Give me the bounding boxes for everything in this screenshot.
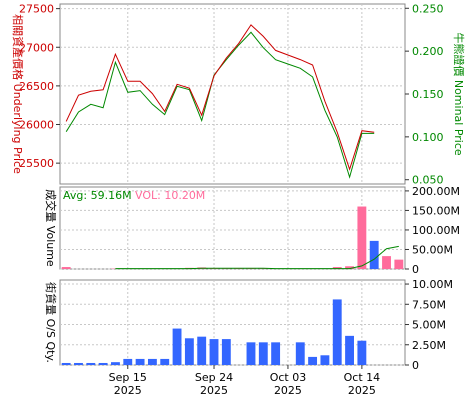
os-bar (184, 338, 194, 365)
os-bar (147, 358, 157, 365)
os-ytick: 10.00M (412, 278, 453, 291)
price-ytick-right: 0.150 (412, 88, 444, 101)
os-bar (197, 336, 207, 365)
price-ytick-left: 26000 (19, 119, 54, 132)
os-bar (246, 342, 256, 365)
volume-ylabel: 成交量 Volume (44, 189, 58, 267)
underlying-price-line (65, 24, 375, 171)
volume-legend-vol: VOL: 10.20M (135, 189, 205, 202)
price-ytick-left: 25500 (19, 157, 54, 170)
os-bar (320, 355, 330, 365)
price-ytick-right: 0.050 (412, 174, 444, 187)
os-bar (111, 362, 120, 365)
os-bar (357, 340, 367, 365)
os-bar (209, 339, 219, 365)
volume-ytick: 100.00M (412, 224, 460, 237)
os-ytick: 5.00M (412, 319, 446, 332)
xtick-label: Oct 03 (270, 371, 307, 384)
volume-ytick: 50.00M (412, 243, 453, 256)
os-bar (160, 358, 170, 365)
os-bar (258, 342, 268, 365)
os-bar (295, 342, 305, 365)
xtick-label: Oct 14 (344, 371, 381, 384)
volume-bar (369, 240, 379, 269)
price-ylabel-left: 相關資產價格 Underlying Price (11, 14, 25, 174)
price-ytick-left: 27000 (19, 41, 54, 54)
os-bar (123, 358, 133, 365)
xtick-label: Sep 15 (109, 371, 147, 384)
os-bar (271, 342, 281, 365)
os-bar (308, 356, 318, 365)
volume-bar (345, 266, 354, 269)
os-ytick: 7.50M (412, 298, 446, 311)
volume-bar (61, 267, 71, 269)
os-bar (172, 328, 182, 365)
os-bar (345, 335, 354, 365)
price-ytick-left: 26500 (19, 80, 54, 93)
os-bar (61, 362, 71, 365)
volume-ytick: 150.00M (412, 204, 460, 217)
price-ylabel-right: 牛熊證價 Nominal Price (452, 32, 466, 156)
os-ytick: 2.50M (412, 339, 446, 352)
os-ylabel: 街貨量 O/S Qty. (44, 282, 58, 363)
xtick-year: 2025 (200, 384, 228, 397)
xtick-year: 2025 (348, 384, 376, 397)
os-ytick: 0 (412, 359, 419, 372)
price-ytick-left: 27500 (19, 3, 54, 16)
xtick-label: Sep 24 (195, 371, 233, 384)
volume-legend-avg: Avg: 59.16M (63, 189, 132, 202)
volume-avg-line (115, 245, 399, 270)
panel-frame-0 (59, 3, 406, 185)
price-ytick-right: 0.200 (412, 45, 444, 58)
xtick-year: 2025 (274, 384, 302, 397)
os-bar (135, 358, 145, 365)
os-bar (221, 339, 231, 365)
volume-bar (394, 259, 404, 269)
volume-ytick: 0 (412, 263, 419, 276)
volume-bar (382, 256, 391, 269)
os-bar (332, 299, 342, 365)
volume-bar (357, 206, 367, 269)
os-bar (98, 362, 108, 365)
price-ytick-right: 0.100 (412, 131, 444, 144)
volume-bar (332, 267, 342, 269)
volume-ytick: 200.00M (412, 185, 460, 198)
os-bar (74, 362, 83, 365)
xtick-year: 2025 (114, 384, 142, 397)
panel-frame-1 (59, 186, 406, 270)
price-ytick-right: 0.250 (412, 2, 444, 15)
os-bar (86, 362, 96, 365)
